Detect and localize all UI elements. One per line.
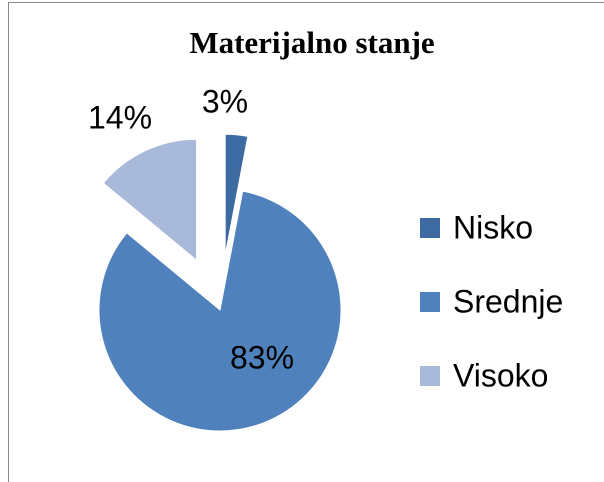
legend-label: Visoko [453, 357, 548, 393]
legend-swatch [420, 366, 440, 386]
chart-border [8, 2, 604, 482]
legend-label: Srednje [453, 283, 563, 319]
data-label: 83% [230, 339, 294, 375]
data-label: 14% [88, 99, 152, 135]
legend-swatch [420, 218, 440, 238]
legend-label: Nisko [453, 209, 533, 245]
legend-swatch [420, 292, 440, 312]
data-label: 3% [202, 83, 248, 119]
pie-slice [98, 190, 342, 432]
pie-slice [224, 133, 249, 256]
pie-slice [102, 138, 198, 262]
chart-title: Materijalno stanje [189, 25, 434, 60]
